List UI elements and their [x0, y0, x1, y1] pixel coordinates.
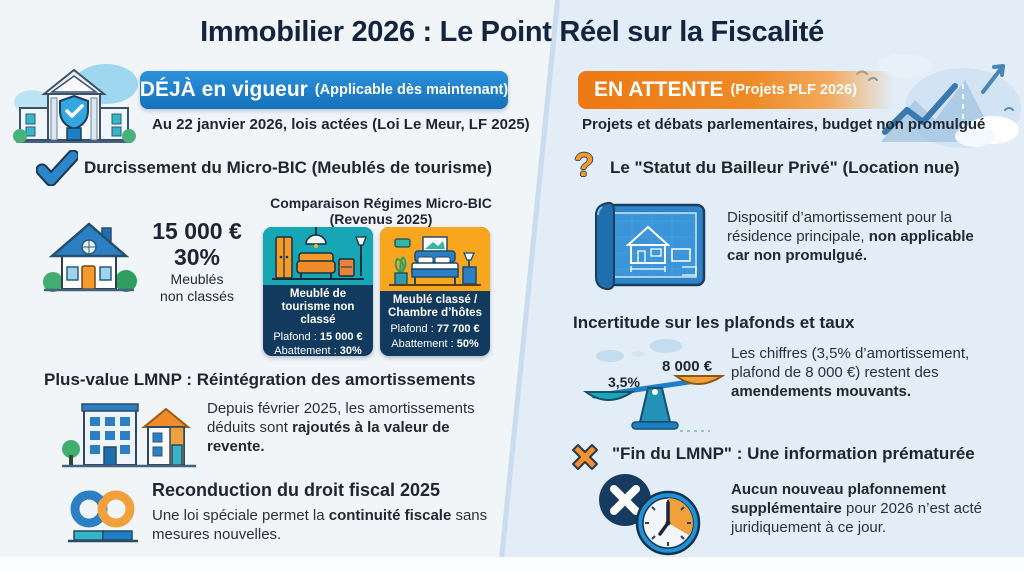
apartment-buildings-icon: [62, 403, 196, 468]
bank-building-icon: [13, 64, 138, 143]
right-section3-heading: "Fin du LMNP" : Une information prématur…: [612, 444, 975, 463]
stat-abattement: 30%: [173, 244, 221, 271]
left-tagline: Au 22 janvier 2026, lois actées (Loi Le …: [152, 116, 530, 133]
page-title: Immobilier 2026 : Le Point Réel sur la F…: [200, 16, 824, 48]
left-section3-heading: Reconduction du droit fiscal 2025: [152, 480, 441, 500]
infinity-icon: [68, 490, 138, 543]
microbic-stats: 15 000 € 30% Meublés non classés: [138, 218, 256, 304]
right-status-banner: EN ATTENTE (Projets PLF 2026): [578, 71, 894, 109]
blueprint-icon: [595, 201, 706, 291]
right-banner-title: EN ATTENTE: [594, 78, 724, 101]
card-meuble-non-classe: Meublé de tourisme non classé Plafond : …: [263, 227, 373, 356]
house-icon: [43, 222, 137, 292]
right-section1-heading: Le "Statut du Bailleur Privé" (Location …: [610, 158, 960, 177]
left-status-banner: DÉJÀ en vigueur (Applicable dès maintena…: [140, 71, 508, 109]
scale-left-label: 3,5%: [608, 374, 640, 390]
right-section1-body: Dispositif d’amortissement pour la résid…: [727, 209, 974, 265]
left-section2-body: Depuis février 2025, les amortissements …: [207, 400, 475, 456]
card-name: Meublé de tourisme non classé: [281, 288, 355, 327]
stat-plafond: 15 000 €: [152, 218, 242, 244]
balance-scale-icon: 3,5% 8 000 €: [582, 339, 726, 432]
left-banner-subtitle: (Applicable dès maintenant): [314, 82, 509, 98]
right-section2-body: Les chiffres (3,5% d’amortissement, plaf…: [731, 345, 970, 401]
growth-chart-icon: [856, 54, 1021, 148]
left-banner-title: DÉJÀ en vigueur: [139, 78, 308, 101]
question-mark-icon: ?: [574, 146, 595, 183]
card-name: Meublé classé / Chambre d’hôtes: [388, 294, 482, 320]
footer-strip: [0, 557, 1024, 572]
stat-label-line1: Meublés: [170, 270, 224, 287]
cross-icon: [572, 444, 598, 470]
right-section2-heading: Incertitude sur les plafonds et taux: [573, 313, 855, 332]
comparison-cards: Meublé de tourisme non classé Plafond : …: [263, 227, 490, 356]
comparison-table-title: Comparaison Régimes Micro-BIC (Revenus 2…: [270, 195, 492, 228]
left-section1-heading: Durcissement du Micro-BIC (Meublés de to…: [84, 158, 493, 177]
scale-right-label: 8 000 €: [662, 358, 713, 375]
card-meuble-classe: Meublé classé / Chambre d’hôtes Plafond …: [380, 227, 490, 356]
stat-label-line2: non classés: [160, 287, 234, 304]
left-section2-heading: Plus-value LMNP : Réintégration des amor…: [44, 370, 476, 389]
bedroom-icon: [389, 236, 481, 286]
furnished-room-icon: [272, 227, 367, 280]
right-banner-subtitle: (Projets PLF 2026): [730, 82, 858, 98]
cross-circle-clock-icon: [599, 474, 701, 556]
right-tagline: Projets et débats parlementaires, budget…: [582, 116, 986, 133]
checkmark-icon: [36, 150, 78, 186]
left-section3-body: Une loi spéciale permet la continuité fi…: [152, 507, 488, 544]
right-section3-body: Aucun nouveau plafonnement supplémentair…: [731, 481, 982, 537]
